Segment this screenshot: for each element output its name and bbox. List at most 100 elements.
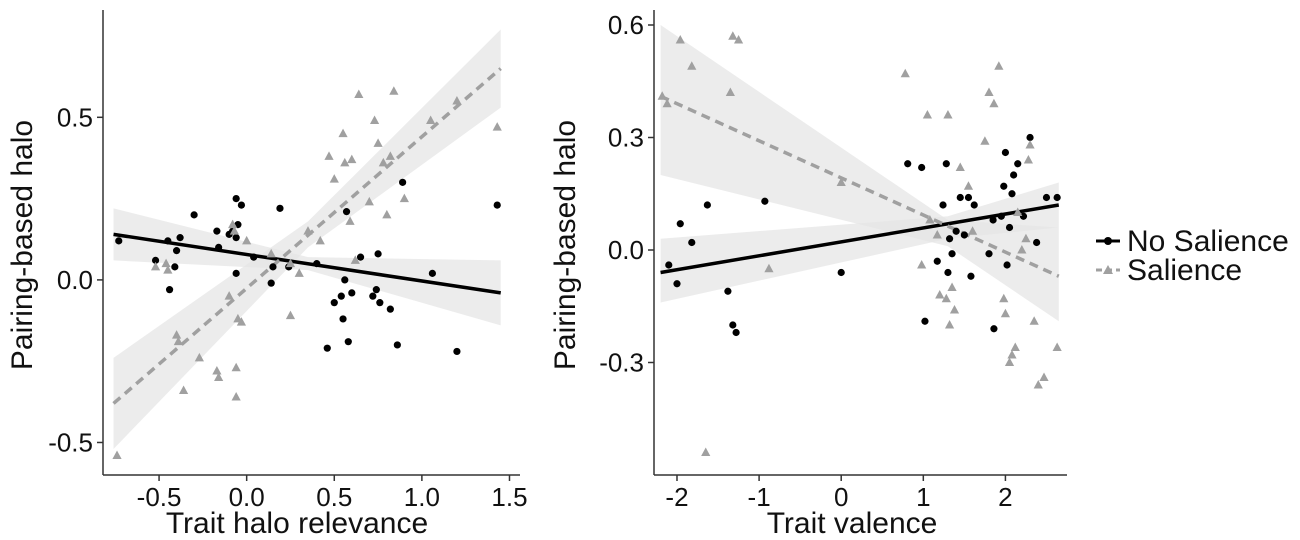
data-point-no-salience — [952, 227, 960, 235]
data-point-salience — [347, 154, 357, 164]
confidence-bands — [113, 29, 501, 449]
y-tick-label: 0.6 — [608, 10, 644, 40]
data-point-salience — [389, 86, 399, 95]
data-point-no-salience — [1026, 133, 1034, 142]
data-point-no-salience — [1014, 160, 1022, 168]
data-point-no-salience — [724, 287, 732, 295]
y-axis-title: Pairing-based halo — [6, 120, 39, 370]
data-point-salience — [701, 447, 711, 456]
data-point-salience — [294, 268, 304, 277]
data-point-no-salience — [356, 253, 365, 261]
data-point-salience — [231, 391, 241, 401]
data-point-no-salience — [964, 193, 973, 202]
data-point-no-salience — [393, 341, 401, 349]
data-point-no-salience — [165, 286, 174, 294]
data-point-no-salience — [1042, 193, 1051, 202]
data-point-no-salience — [729, 321, 737, 329]
data-point-no-salience — [250, 253, 258, 261]
regression-line-no-salience — [660, 203, 1060, 275]
data-point-no-salience — [374, 250, 382, 258]
data-point-salience — [1029, 316, 1039, 325]
data-point-no-salience — [267, 279, 275, 287]
data-point-salience — [266, 248, 276, 258]
data-point-salience — [382, 209, 392, 219]
y-axis-title: Pairing-based halo — [549, 120, 582, 370]
data-point-salience — [980, 136, 990, 145]
data-point-no-salience — [960, 231, 968, 239]
data-point-no-salience — [1001, 148, 1010, 157]
data-point-salience — [941, 293, 951, 303]
y-tick-label: -0.5 — [48, 427, 93, 457]
panel-left: -0.5 0.0 0.5 1.0 1.5 -0.5 0.0 0.5 Trait halo re… — [6, 10, 528, 540]
regression-line-no-salience — [113, 232, 501, 295]
x-tick-label: 1.5 — [491, 482, 527, 512]
data-point-salience — [303, 226, 313, 235]
data-point-no-salience — [269, 263, 277, 271]
data-point-salience — [178, 385, 189, 394]
data-points — [112, 86, 502, 459]
data-point-no-salience — [956, 193, 964, 202]
x-tick-label: 1 — [916, 482, 930, 512]
data-point-salience — [224, 291, 234, 300]
data-point-no-salience — [945, 235, 954, 243]
data-point-salience — [999, 293, 1009, 303]
y-tick-label: -0.3 — [599, 348, 644, 378]
legend: No Salience Salience — [1096, 225, 1289, 287]
data-point-salience — [1039, 372, 1049, 381]
data-point-salience — [163, 265, 173, 274]
data-point-salience — [340, 157, 350, 167]
data-point-salience — [112, 450, 122, 459]
data-point-no-salience — [341, 276, 349, 284]
data-point-no-salience — [493, 201, 501, 209]
data-point-salience — [385, 151, 395, 160]
data-point-no-salience — [348, 289, 356, 297]
data-point-no-salience — [942, 160, 950, 168]
regression-line-salience — [659, 94, 1060, 278]
data-point-no-salience — [837, 268, 845, 277]
data-point-no-salience — [985, 250, 993, 258]
data-point-salience — [173, 336, 183, 346]
data-point-no-salience — [939, 201, 947, 209]
data-point-salience — [212, 365, 222, 375]
data-point-salience — [350, 255, 360, 264]
legend-label-salience: Salience — [1127, 254, 1242, 287]
regression-lines — [112, 67, 502, 405]
data-point-salience — [733, 35, 744, 44]
data-point-no-salience — [1010, 171, 1018, 179]
data-point-salience — [285, 258, 296, 268]
data-point-no-salience — [703, 201, 711, 209]
data-point-no-salience — [688, 238, 696, 247]
data-point-salience — [943, 110, 953, 119]
legend-entry-salience: Salience — [1096, 254, 1242, 287]
data-point-salience — [1052, 342, 1062, 351]
data-point-no-salience — [428, 269, 436, 277]
data-point-salience — [1033, 380, 1043, 389]
data-point-salience — [955, 162, 965, 171]
data-point-salience — [399, 193, 409, 203]
legend-marker-triangle-icon — [1103, 265, 1113, 274]
data-point-salience — [324, 151, 334, 160]
data-point-salience — [354, 89, 364, 99]
data-point-salience — [1021, 233, 1031, 243]
x-tick-label: 0.0 — [229, 482, 265, 512]
x-axis-title: Trait halo relevance — [166, 507, 428, 540]
data-point-salience — [1023, 155, 1034, 164]
data-point-no-salience — [944, 268, 952, 277]
x-axis-title: Trait valence — [767, 507, 938, 540]
x-tick-label: -0.5 — [137, 482, 182, 512]
data-point-no-salience — [115, 237, 123, 245]
data-point-salience — [836, 177, 846, 186]
confidence-band-no-salience — [660, 182, 1059, 303]
data-point-no-salience — [176, 234, 184, 242]
data-point-salience — [963, 181, 974, 190]
x-tick-label: 2 — [998, 482, 1012, 512]
data-point-no-salience — [1000, 182, 1008, 190]
data-point-salience — [935, 290, 945, 299]
legend-label-no-salience: No Salience — [1127, 225, 1289, 258]
x-tick-label: 0.5 — [316, 482, 352, 512]
axes: -0.5 0.0 0.5 1.0 1.5 -0.5 0.0 0.5 — [48, 10, 528, 512]
data-point-no-salience — [232, 269, 240, 277]
data-point-salience — [150, 261, 161, 271]
data-point-no-salience — [232, 195, 240, 203]
